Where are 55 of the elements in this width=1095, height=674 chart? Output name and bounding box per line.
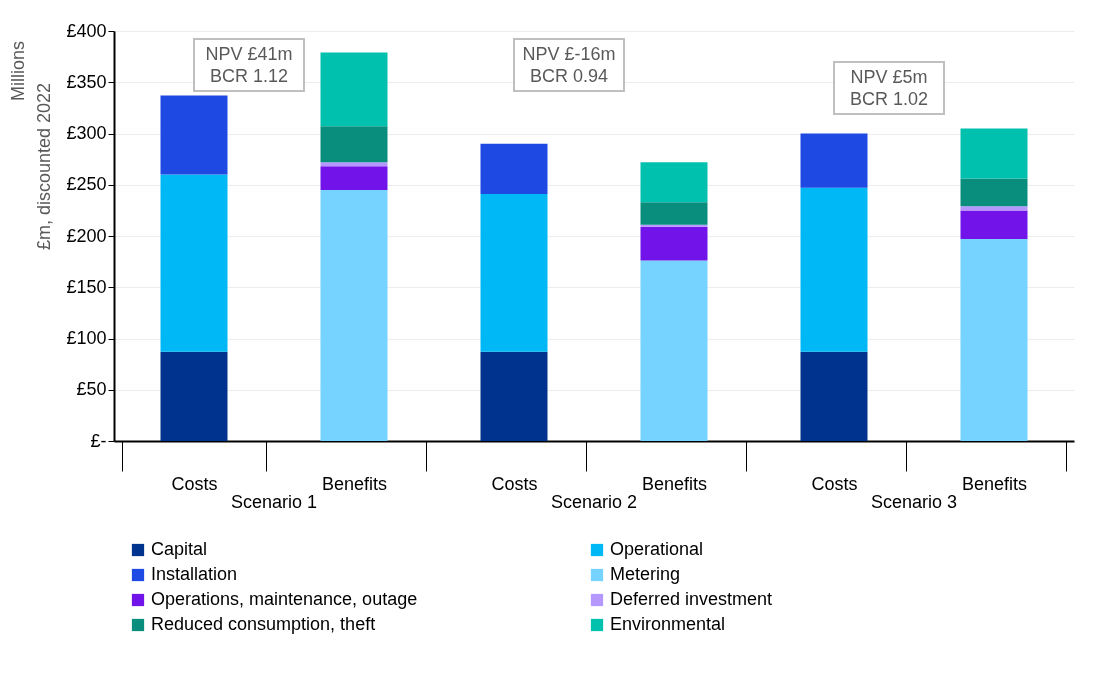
bar [960, 239, 1028, 441]
text: Scenario 1 [230, 492, 318, 512]
y-tick-label: £250 [66, 174, 107, 195]
bar [160, 95, 228, 175]
bar [960, 178, 1028, 207]
legend-label: Deferred investment [610, 589, 773, 609]
bar [800, 351, 868, 441]
bar [960, 210, 1028, 240]
y-tick-label: £300 [66, 123, 107, 143]
text: Scenario 3 [870, 492, 958, 512]
annotation: NPV £-16m BCR 0.94 [522, 44, 616, 86]
annotation: NPV £5m BCR 1.02 [849, 67, 929, 109]
bar [160, 174, 228, 352]
y-tick-label: £50 [76, 379, 107, 400]
bar [800, 133, 868, 188]
bar [320, 162, 388, 167]
y-tick-label: £- [90, 430, 107, 451]
bar [320, 126, 388, 163]
x-tick-label: Benefits [641, 473, 708, 494]
bar [960, 128, 1028, 179]
bar [320, 166, 388, 190]
bar [640, 224, 708, 227]
bar [320, 52, 388, 127]
legend-label: Operational [610, 539, 704, 559]
bar [640, 260, 708, 441]
y-tick-label: £350 [66, 71, 107, 92]
bar [800, 187, 868, 352]
x-tick-label: Benefits [961, 473, 1028, 494]
text: Scenario 2 [550, 492, 638, 512]
legend-label: Reduced consumption, theft [151, 614, 376, 634]
bar [640, 202, 708, 225]
bar [640, 162, 708, 203]
x-tick-label: Costs [811, 473, 858, 494]
y-tick-label: £100 [66, 328, 107, 348]
bar [640, 226, 708, 261]
text: Millions [8, 40, 28, 102]
legend-label: Installation [151, 564, 238, 584]
bar [960, 206, 1028, 211]
legend-label: Capital [151, 539, 208, 559]
legend-label: Operations, maintenance, outage [151, 589, 418, 609]
y-tick-label: £400 [66, 20, 107, 41]
legend-label: Environmental [610, 614, 726, 634]
x-tick-label: Benefits [321, 473, 388, 494]
bar [480, 143, 548, 194]
annotation: NPV £41m BCR 1.12 [205, 44, 293, 86]
x-tick-label: Costs [491, 473, 538, 494]
bar [480, 193, 548, 352]
legend-label: Metering [610, 564, 681, 584]
y-tick-label: £200 [66, 225, 107, 246]
x-tick-label: Costs [171, 473, 218, 494]
bar [160, 351, 228, 441]
bar [480, 351, 548, 441]
y-axis-title: £m, discounted 2022 [34, 82, 55, 251]
bar [320, 189, 388, 441]
y-tick-label: £150 [66, 276, 107, 297]
